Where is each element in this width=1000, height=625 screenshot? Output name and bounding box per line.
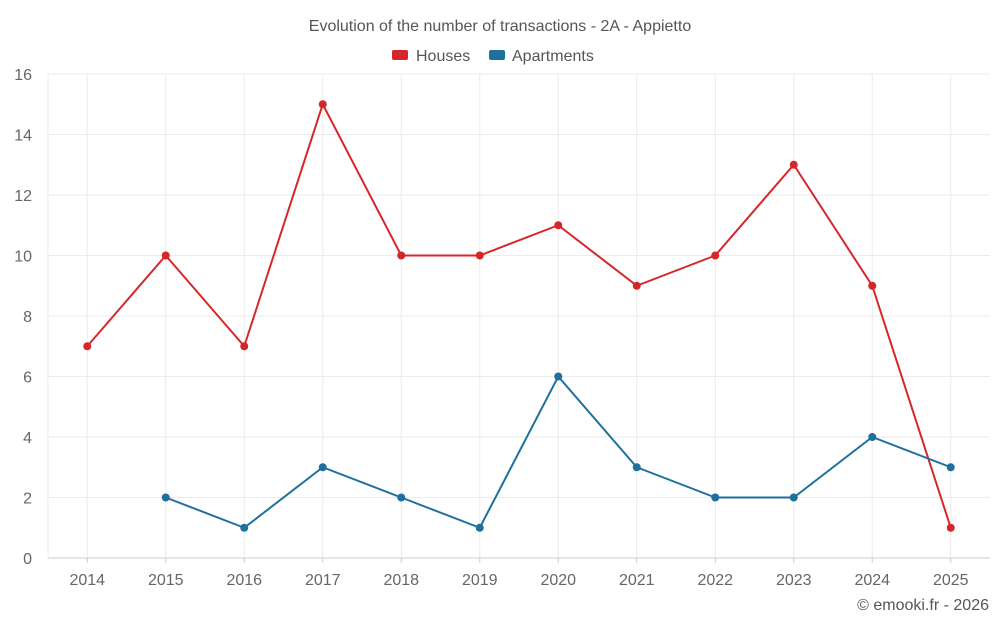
data-point-houses[interactable] (789, 160, 798, 169)
legend-swatch-apartments (489, 50, 505, 60)
x-tick-label: 2020 (540, 572, 576, 589)
data-point-apartments[interactable] (946, 463, 955, 472)
data-point-apartments[interactable] (318, 463, 327, 472)
y-tick-label: 6 (23, 370, 32, 387)
data-point-houses[interactable] (240, 342, 249, 351)
y-tick-label: 8 (23, 309, 32, 326)
y-tick-label: 4 (23, 430, 32, 447)
data-point-apartments[interactable] (554, 372, 563, 381)
data-point-apartments[interactable] (475, 523, 484, 532)
data-point-houses[interactable] (161, 251, 170, 260)
data-point-apartments[interactable] (161, 493, 170, 502)
x-tick-label: 2019 (462, 572, 498, 589)
legend-swatch-houses (392, 50, 408, 60)
x-tick-label: 2024 (854, 572, 890, 589)
x-tick-label: 2025 (933, 572, 969, 589)
y-tick-label: 10 (14, 249, 32, 266)
series-line-houses (86, 103, 952, 529)
data-point-apartments[interactable] (868, 433, 877, 441)
data-point-apartments[interactable] (789, 493, 798, 502)
series-group (83, 100, 955, 532)
x-tick-label: 2016 (226, 572, 262, 589)
data-point-apartments[interactable] (397, 493, 406, 502)
data-point-houses[interactable] (868, 281, 877, 290)
axes: 0 2 4 6 8 10 12 14 16 2014 2015 2016 2017 2018 2019 202… (14, 67, 990, 589)
data-point-apartments[interactable] (711, 493, 720, 502)
x-tick-label: 2017 (305, 572, 341, 589)
legend-label-apartments: Apartments (512, 48, 594, 65)
chart-title: Evolution of the number of transactions … (309, 18, 692, 35)
data-point-houses[interactable] (318, 100, 327, 109)
y-tick-label: 0 (23, 551, 32, 568)
legend-item-houses[interactable]: Houses (392, 48, 470, 65)
data-point-houses[interactable] (397, 251, 406, 260)
y-tick-label: 12 (14, 188, 32, 205)
data-point-apartments[interactable] (632, 463, 641, 472)
data-point-houses[interactable] (632, 281, 641, 290)
x-tick-label: 2015 (148, 572, 184, 589)
y-tick-label: 14 (14, 128, 32, 145)
y-tick-label: 2 (23, 491, 32, 508)
x-tick-label: 2021 (619, 572, 655, 589)
grid (48, 73, 990, 558)
data-point-houses[interactable] (946, 523, 955, 532)
data-point-houses[interactable] (554, 221, 563, 230)
x-tick-label: 2014 (69, 572, 105, 589)
data-point-houses[interactable] (83, 342, 92, 351)
x-tick-label: 2018 (383, 572, 419, 589)
legend-item-apartments[interactable]: Apartments (489, 48, 594, 65)
x-tick-label: 2022 (697, 572, 733, 589)
legend: Houses Apartments (392, 48, 594, 65)
legend-label-houses: Houses (416, 48, 470, 65)
credit-text: © emooki.fr - 2026 (857, 597, 989, 614)
x-tick-label: 2023 (776, 572, 812, 589)
data-point-apartments[interactable] (240, 523, 249, 532)
y-tick-label: 16 (14, 67, 32, 84)
data-point-houses[interactable] (475, 251, 484, 260)
data-point-houses[interactable] (711, 251, 720, 260)
